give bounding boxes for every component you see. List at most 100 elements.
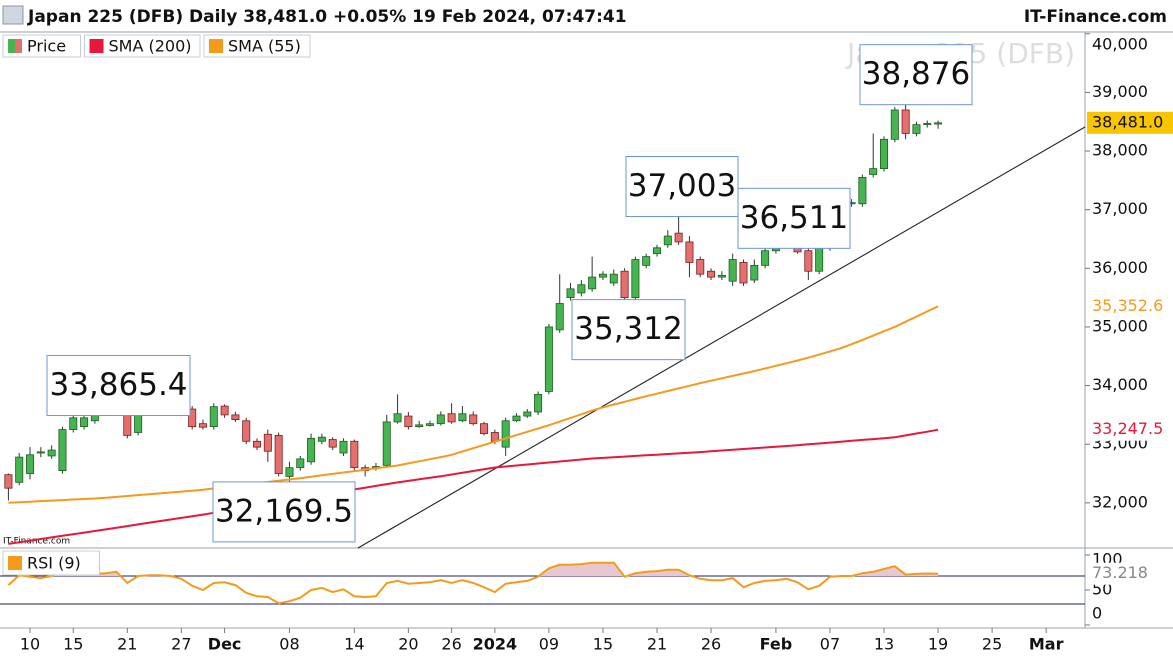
candle-body [555, 303, 564, 331]
legend-swatch [89, 39, 104, 53]
candle-body [739, 262, 748, 284]
y-tick-label: 34,000 [1092, 375, 1148, 394]
candle-body [36, 451, 45, 454]
value-label-bg [1087, 111, 1173, 134]
x-tick-label: 21 [647, 635, 667, 654]
x-tick-label: 10 [20, 635, 40, 654]
x-tick-label: Mar [1029, 635, 1064, 654]
candle-body [285, 467, 294, 477]
x-tick-label: 25 [982, 635, 1002, 654]
candle-body [469, 414, 478, 425]
candle-body [209, 406, 218, 428]
y-tick-label: 40,000 [1092, 35, 1148, 54]
value-label: 38,481.0 [1092, 112, 1163, 131]
legend-box [84, 34, 201, 58]
candle-body [317, 436, 326, 442]
x-tick-label: Feb [760, 635, 793, 654]
legend-label: SMA (200) [109, 37, 192, 56]
annotation-box [859, 44, 973, 106]
candle-body [425, 423, 434, 426]
annotation-label: 38,876 [862, 56, 970, 92]
value-label-bg [1087, 562, 1173, 585]
candle-body [458, 413, 467, 422]
candle-body [534, 393, 543, 413]
candle-body [642, 256, 651, 266]
brand: IT-Finance.com [1024, 7, 1167, 27]
candle-body [923, 123, 932, 126]
annotation-box [212, 481, 356, 543]
annotation-box [571, 299, 686, 361]
x-tick-label: 15 [63, 635, 83, 654]
line-series [8, 428, 939, 545]
candle-body [761, 250, 770, 266]
y-tick-label: 35,000 [1092, 316, 1148, 335]
candle-body [609, 273, 618, 284]
annotation-box [46, 354, 191, 416]
y-tick-label: 37,000 [1092, 199, 1148, 218]
candle-body [598, 273, 607, 278]
candle-body [220, 405, 229, 416]
candle-body [717, 274, 726, 278]
candle-body [685, 241, 694, 263]
x-tick-label: 21 [117, 635, 137, 654]
candle-body [480, 423, 489, 435]
candle-body [47, 449, 56, 457]
legend-label: SMA (55) [228, 37, 301, 56]
annotation-label: 32,169.5 [215, 493, 353, 529]
annotation-box [737, 187, 851, 249]
candle-body [707, 270, 716, 278]
candle-body [588, 276, 597, 290]
annotation-label: 33,865.4 [49, 367, 187, 403]
legend-box [2, 34, 81, 58]
candle-body [296, 458, 305, 469]
candle-body [198, 423, 207, 428]
overlay: 32,00033,00034,00035,00036,00037,00038,0… [2, 33, 1173, 654]
candle-body [339, 440, 348, 454]
candle-body [880, 138, 889, 170]
candle-body [350, 440, 359, 469]
candle-body [231, 414, 240, 420]
y-tick-label: 0 [1092, 604, 1102, 623]
legend-swatch [209, 39, 223, 53]
candle-body [4, 474, 13, 489]
x-tick-label: 2024 [473, 635, 518, 654]
candle-body [523, 411, 532, 417]
candle-body [674, 232, 683, 243]
legend-label: RSI (9) [27, 554, 81, 573]
candle-body [804, 250, 813, 272]
candle-body [447, 413, 456, 423]
value-label: 73.218 [1092, 563, 1148, 582]
legend-swatch [8, 556, 22, 570]
candle-body [544, 326, 553, 392]
candle-body [869, 168, 878, 175]
candle-body [328, 439, 337, 448]
value-label: 35,352.6 [1092, 296, 1163, 315]
candle-body [15, 456, 24, 483]
x-tick-label: 27 [171, 635, 191, 654]
annotation-label: 36,511 [740, 200, 848, 236]
candle-body [382, 421, 391, 466]
value-label-bg [1087, 295, 1173, 318]
annotation-box [625, 155, 739, 217]
candle-body [69, 417, 78, 430]
value-label-bg [1087, 418, 1173, 441]
candle-body [263, 433, 272, 452]
candle-body [274, 435, 283, 474]
x-tick-label: 19 [928, 635, 948, 654]
candle-body [901, 109, 910, 134]
x-tick-label: 13 [874, 635, 894, 654]
y-tick-label: 36,000 [1092, 258, 1148, 277]
candle-body [26, 454, 35, 474]
candle-body [890, 109, 899, 140]
x-tick-label: 20 [398, 635, 418, 654]
candle-body [415, 424, 424, 428]
candle-body [242, 420, 251, 442]
candle-body [728, 259, 737, 282]
demo-icon [2, 5, 24, 25]
chart-title: Japan 225 (DFB) Daily 38,481.0 +0.05% 19… [27, 7, 627, 27]
candle-body [436, 414, 445, 425]
legend-label: Price [27, 37, 66, 56]
candle-body [253, 440, 262, 448]
